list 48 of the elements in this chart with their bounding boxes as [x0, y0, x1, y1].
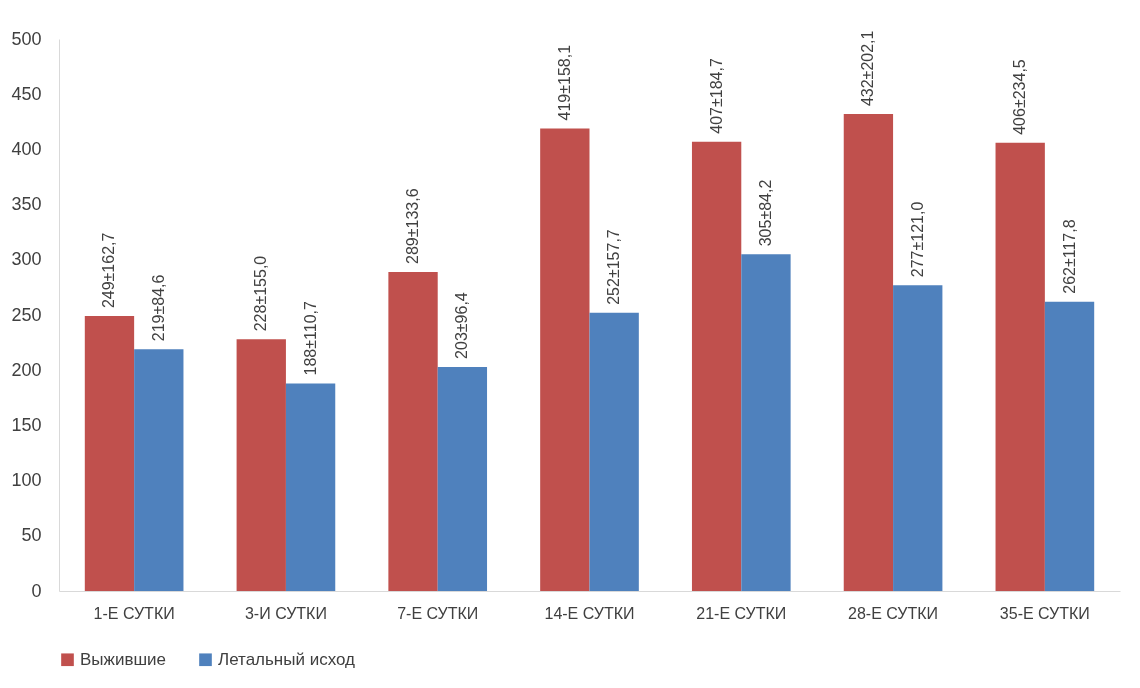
data-label: 203±96,4 [453, 292, 471, 359]
bar [236, 339, 286, 591]
y-tick-label: 150 [11, 414, 42, 435]
y-tick-label: 400 [11, 138, 42, 159]
bar [84, 316, 135, 591]
x-tick-label: 3-И СУТКИ [244, 604, 327, 622]
data-label: 249±162,7 [100, 232, 118, 309]
data-label: 219±84,6 [149, 274, 167, 342]
bar [388, 271, 438, 591]
x-tick-label: 28-Е СУТКИ [848, 604, 939, 622]
bar [285, 383, 336, 591]
data-label: 289±133,6 [404, 188, 422, 264]
y-tick-label: 300 [11, 249, 42, 270]
data-label: 407±184,7 [707, 58, 725, 134]
x-tick-label: 14-Е СУТКИ [544, 604, 635, 622]
bar [741, 254, 791, 591]
y-tick-label: 100 [11, 470, 42, 491]
y-tick-label: 350 [11, 194, 42, 215]
data-label: 432±202,1 [859, 30, 877, 107]
y-tick-label: 450 [11, 83, 42, 104]
data-label: 419±158,1 [555, 44, 573, 121]
data-label: 262±117,8 [1060, 219, 1078, 294]
data-label: 252±157,7 [605, 229, 623, 305]
y-tick-label: 0 [31, 580, 42, 601]
bar [1044, 301, 1095, 591]
bar [893, 285, 943, 591]
bar [540, 128, 590, 591]
data-label: 305±84,2 [756, 179, 774, 247]
bar [691, 141, 742, 591]
legend-label: Летальный исход [218, 649, 356, 669]
x-tick-label: 7-Е СУТКИ [397, 604, 479, 622]
y-tick-label: 50 [21, 525, 42, 546]
legend-label: Выжившие [80, 649, 167, 669]
data-label: 228±155,0 [252, 255, 270, 332]
y-tick-label: 250 [11, 304, 42, 325]
data-label: 406±234,5 [1011, 59, 1029, 135]
bar [843, 114, 894, 591]
y-tick-label: 500 [11, 28, 42, 49]
x-tick-label: 1-Е СУТКИ [93, 604, 175, 622]
x-tick-label: 21-Е СУТКИ [696, 604, 787, 622]
x-tick-label: 35-Е СУТКИ [999, 604, 1090, 622]
data-label: 188±110,7 [301, 301, 319, 376]
bar [134, 349, 184, 591]
bar [437, 366, 488, 591]
bar [995, 142, 1045, 591]
data-label: 277±121,0 [908, 201, 926, 278]
bar [589, 312, 639, 591]
y-tick-label: 200 [11, 359, 42, 380]
